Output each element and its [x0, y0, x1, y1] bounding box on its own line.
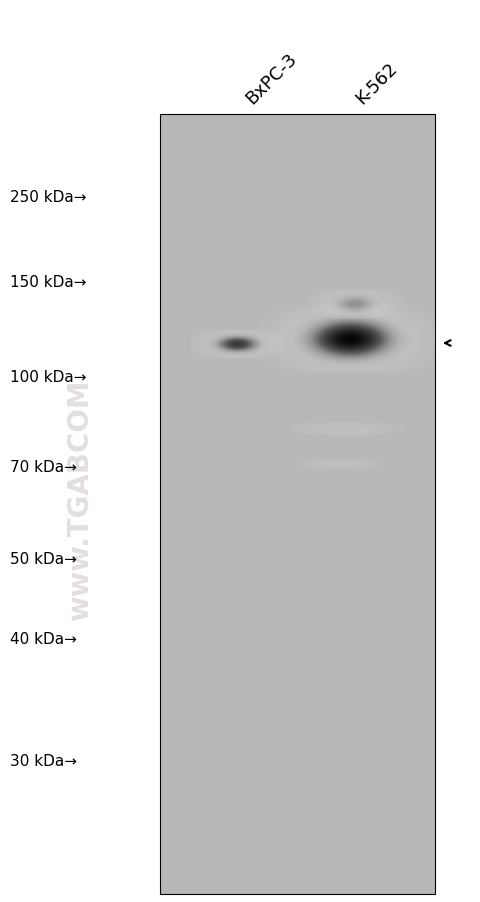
Bar	[160, 115, 435, 894]
Text: 30 kDa→: 30 kDa→	[10, 754, 77, 769]
Text: 40 kDa→: 40 kDa→	[10, 631, 77, 647]
Text: 70 kDa→: 70 kDa→	[10, 460, 77, 475]
Text: 150 kDa→: 150 kDa→	[10, 275, 86, 290]
Text: 100 kDa→: 100 kDa→	[10, 370, 86, 385]
Text: 250 kDa→: 250 kDa→	[10, 190, 86, 206]
Text: K-562: K-562	[352, 60, 401, 108]
Text: www.TGABCOM: www.TGABCOM	[66, 379, 94, 620]
Text: BxPC-3: BxPC-3	[242, 50, 300, 108]
Text: 50 kDa→: 50 kDa→	[10, 552, 77, 566]
